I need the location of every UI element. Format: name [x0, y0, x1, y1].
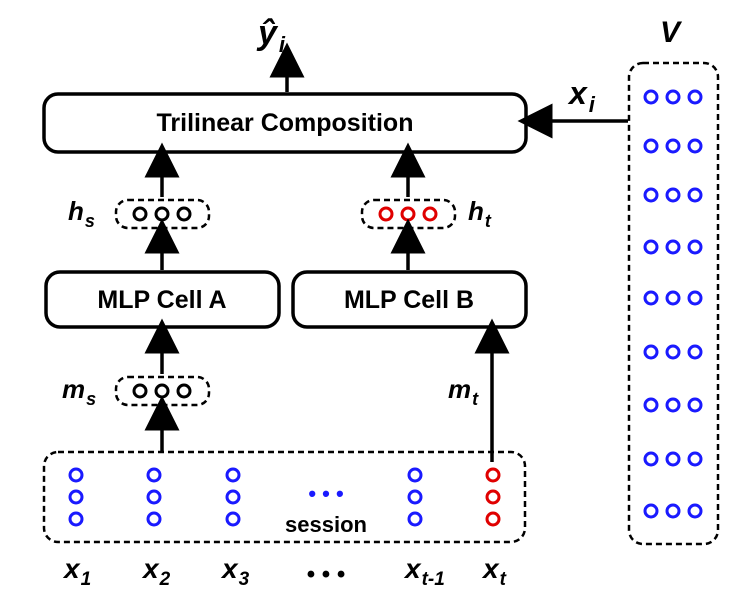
session-item-unit — [146, 467, 162, 483]
session-item-unit — [146, 511, 162, 527]
session-representation-hs — [114, 198, 211, 230]
session-memory-ms — [114, 375, 211, 407]
item-embedding-unit — [687, 397, 703, 413]
item-embedding-unit — [687, 89, 703, 105]
session-ellipsis: • • • — [308, 481, 343, 506]
item-embedding-unit — [643, 239, 659, 255]
ms-label: ms — [62, 374, 96, 409]
session-item-unit — [68, 467, 84, 483]
item-embedding-unit — [687, 187, 703, 203]
item-embedding-unit — [643, 503, 659, 519]
item-embedding-unit — [687, 239, 703, 255]
session-label: session — [285, 512, 367, 537]
item-embedding-unit — [687, 503, 703, 519]
input-item-label: xt-1 — [403, 553, 445, 590]
session-item-unit — [407, 467, 423, 483]
session-item-unit — [225, 467, 241, 483]
item-embedding-unit — [665, 290, 681, 306]
item-embedding-unit — [687, 451, 703, 467]
item-embedding-unit — [665, 138, 681, 154]
current-interest-ht — [360, 198, 457, 230]
mt-label: mt — [448, 374, 479, 409]
current-item-unit — [485, 467, 501, 483]
item-embedding-unit — [665, 503, 681, 519]
item-embedding-unit — [687, 290, 703, 306]
item-embedding-unit — [665, 397, 681, 413]
item-embedding-unit — [643, 344, 659, 360]
item-embedding-unit — [665, 451, 681, 467]
input-item-label: x3 — [220, 553, 250, 590]
current-item-unit — [485, 511, 501, 527]
input-ellipsis: • • • — [307, 561, 346, 588]
mlp-cell-b-box: MLP Cell B — [291, 270, 528, 329]
item-embedding-unit — [665, 89, 681, 105]
item-embedding-unit — [643, 290, 659, 306]
mlp-cell-a-box: MLP Cell A — [44, 270, 281, 329]
mlp-cell-b-label: MLP Cell B — [344, 286, 474, 314]
session-item-unit — [407, 489, 423, 505]
item-embedding-unit — [643, 89, 659, 105]
item-embedding-unit — [643, 397, 659, 413]
ht-label: ht — [468, 196, 492, 231]
item-vector-label: xi — [567, 75, 596, 117]
item-embedding-unit — [665, 344, 681, 360]
trilinear-composition-box: Trilinear Composition — [42, 92, 528, 154]
session-item-unit — [225, 489, 241, 505]
input-item-label: x1 — [62, 553, 91, 590]
output-label: ŷi — [256, 14, 286, 57]
input-item-label: xt — [481, 553, 507, 590]
session-item-unit — [68, 511, 84, 527]
session-item-unit — [225, 511, 241, 527]
item-embedding-unit — [643, 138, 659, 154]
session-item-unit — [407, 511, 423, 527]
item-embedding-label: V — [660, 16, 683, 49]
input-item-label: x2 — [141, 553, 171, 590]
item-embedding-unit — [643, 187, 659, 203]
item-embedding-unit — [665, 239, 681, 255]
hs-label: hs — [68, 196, 95, 231]
current-item-unit — [485, 489, 501, 505]
session-item-unit — [146, 489, 162, 505]
trilinear-composition-label: Trilinear Composition — [157, 109, 414, 137]
item-embedding-unit — [665, 187, 681, 203]
session-box: • • • session — [42, 450, 527, 544]
session-item-unit — [68, 489, 84, 505]
item-embedding-unit — [687, 138, 703, 154]
item-embedding-matrix — [627, 61, 720, 546]
item-embedding-unit — [643, 451, 659, 467]
item-embedding-unit — [687, 344, 703, 360]
mlp-cell-a-label: MLP Cell A — [97, 286, 226, 314]
